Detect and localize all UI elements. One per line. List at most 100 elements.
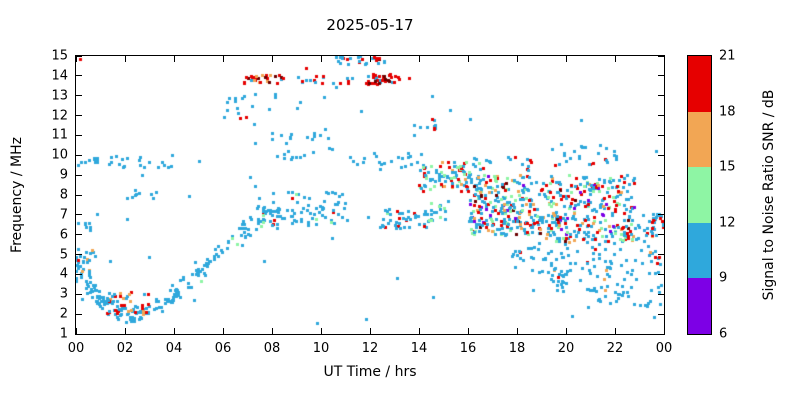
y-tick-mark	[658, 154, 664, 156]
x-tick-mark	[75, 328, 77, 334]
x-tick-mark	[369, 328, 371, 334]
x-tick-label: 22	[606, 341, 624, 356]
x-tick-label: 00	[67, 341, 85, 356]
x-tick-label: 10	[312, 341, 330, 356]
y-axis-label: Frequency / MHz	[9, 137, 25, 253]
x-tick-mark	[516, 56, 518, 62]
y-tick-mark	[658, 174, 664, 176]
y-tick-mark	[76, 154, 82, 156]
y-tick-mark	[76, 134, 82, 136]
x-tick-label: 12	[361, 341, 379, 356]
y-tick-mark	[658, 95, 664, 97]
x-tick-mark	[467, 56, 469, 62]
x-tick-mark	[75, 56, 77, 62]
plot-area	[75, 55, 665, 335]
y-tick-mark	[76, 75, 82, 77]
x-tick-mark	[124, 56, 126, 62]
y-tick-label: 2	[59, 306, 68, 322]
y-tick-label: 10	[51, 147, 68, 163]
x-tick-label: 08	[263, 341, 281, 356]
x-tick-mark	[320, 328, 322, 334]
y-tick-mark	[76, 234, 82, 236]
y-tick-label: 13	[51, 88, 68, 104]
x-tick-mark	[271, 328, 273, 334]
colorbar-tick-label: 12	[719, 215, 736, 231]
x-tick-mark	[418, 328, 420, 334]
y-tick-mark	[76, 293, 82, 295]
colorbar-tick-label: 18	[719, 104, 736, 120]
y-tick-mark	[76, 214, 82, 216]
x-tick-mark	[222, 56, 224, 62]
y-tick-mark	[658, 214, 664, 216]
x-tick-label: 18	[508, 341, 526, 356]
y-tick-label: 9	[59, 167, 68, 183]
chart-title: 2025-05-17	[326, 16, 414, 34]
x-tick-label: 06	[214, 341, 232, 356]
y-tick-label: 11	[51, 127, 68, 143]
x-tick-mark	[173, 328, 175, 334]
y-tick-mark	[658, 115, 664, 117]
y-tick-label: 14	[51, 68, 68, 84]
colorbar-tick-label: 15	[719, 159, 736, 175]
y-tick-mark	[658, 75, 664, 77]
x-tick-label: 14	[410, 341, 428, 356]
y-tick-label: 4	[59, 266, 68, 282]
x-tick-mark	[320, 56, 322, 62]
x-tick-mark	[222, 328, 224, 334]
y-tick-mark	[76, 254, 82, 256]
colorbar	[687, 55, 712, 335]
y-tick-mark	[658, 293, 664, 295]
y-tick-label: 7	[59, 207, 68, 223]
y-tick-mark	[658, 55, 664, 57]
y-tick-mark	[658, 313, 664, 315]
colorbar-segment	[688, 278, 711, 334]
x-tick-mark	[124, 328, 126, 334]
x-tick-mark	[565, 328, 567, 334]
x-tick-mark	[173, 56, 175, 62]
y-tick-mark	[76, 194, 82, 196]
x-axis-label: UT Time / hrs	[323, 364, 417, 380]
y-tick-mark	[76, 95, 82, 97]
x-tick-label: 04	[165, 341, 183, 356]
y-tick-mark	[658, 194, 664, 196]
colorbar-segment	[688, 111, 711, 168]
colorbar-tick-label: 9	[719, 270, 728, 286]
y-tick-mark	[76, 333, 82, 335]
x-tick-mark	[467, 328, 469, 334]
y-tick-mark	[658, 134, 664, 136]
y-tick-label: 12	[51, 108, 68, 124]
y-tick-mark	[76, 55, 82, 57]
x-tick-mark	[565, 56, 567, 62]
y-tick-mark	[658, 273, 664, 275]
y-tick-label: 1	[59, 326, 68, 342]
y-tick-mark	[76, 313, 82, 315]
scatter-canvas	[76, 56, 664, 334]
y-tick-label: 15	[51, 48, 68, 64]
x-tick-mark	[614, 328, 616, 334]
y-tick-label: 8	[59, 187, 68, 203]
colorbar-label: Signal to Noise Ratio SNR / dB	[761, 89, 777, 301]
colorbar-tick-label: 6	[719, 326, 728, 342]
x-tick-label: 00	[655, 341, 673, 356]
y-tick-mark	[76, 273, 82, 275]
y-tick-label: 3	[59, 286, 68, 302]
y-tick-mark	[658, 254, 664, 256]
y-tick-label: 5	[59, 247, 68, 263]
x-tick-label: 16	[459, 341, 477, 356]
y-tick-mark	[76, 115, 82, 117]
colorbar-segment	[688, 222, 711, 279]
x-tick-mark	[614, 56, 616, 62]
x-tick-mark	[369, 56, 371, 62]
colorbar-tick-label: 21	[719, 48, 736, 64]
y-tick-label: 6	[59, 227, 68, 243]
x-tick-mark	[418, 56, 420, 62]
x-tick-label: 20	[557, 341, 575, 356]
x-tick-mark	[663, 328, 665, 334]
y-tick-mark	[658, 333, 664, 335]
x-tick-label: 02	[116, 341, 134, 356]
colorbar-segment	[688, 167, 711, 223]
x-tick-mark	[516, 328, 518, 334]
y-tick-mark	[658, 234, 664, 236]
colorbar-segment	[688, 56, 711, 112]
